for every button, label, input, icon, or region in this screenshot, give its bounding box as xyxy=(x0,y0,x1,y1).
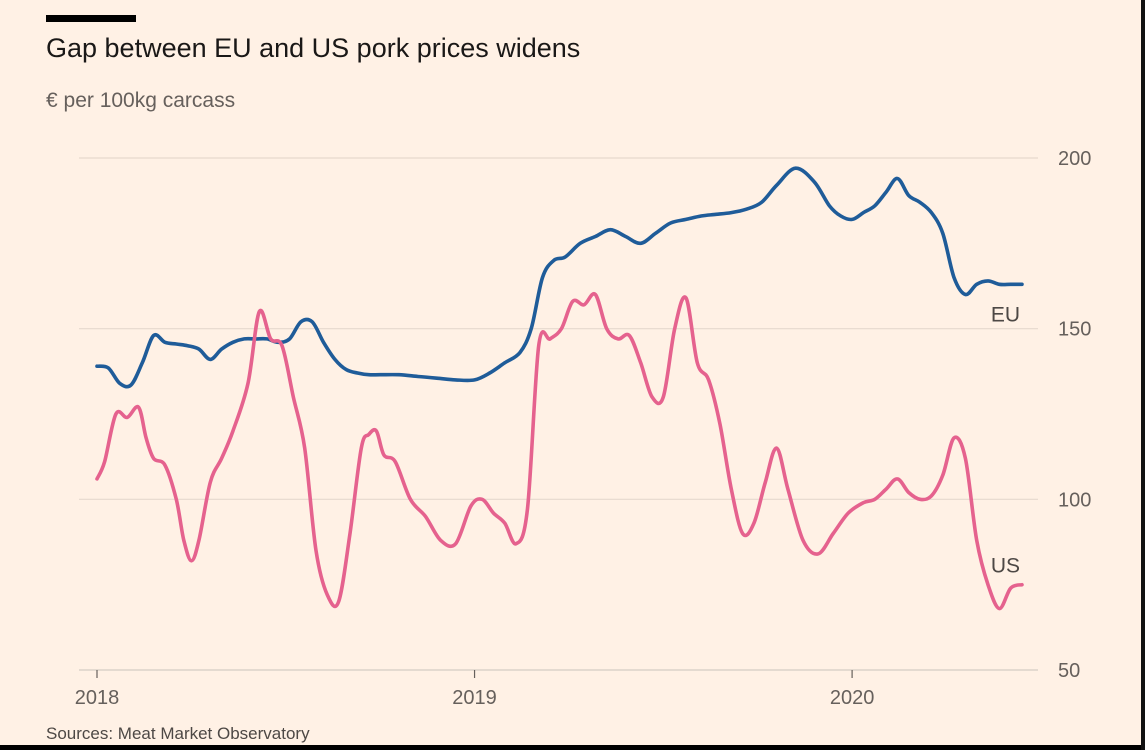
top-accent-rule xyxy=(46,15,136,22)
x-tick-label-2020: 2020 xyxy=(830,687,875,709)
y-tick-label-50: 50 xyxy=(1058,660,1080,682)
series-label-us: US xyxy=(991,555,1020,578)
source-note: Sources: Meat Market Observatory xyxy=(46,724,310,743)
x-tick-label-2018: 2018 xyxy=(75,687,120,709)
series-labels: EU US xyxy=(991,303,1020,577)
right-border xyxy=(1141,0,1145,750)
series-line-us xyxy=(95,291,1024,611)
x-tick-label-2019: 2019 xyxy=(452,687,497,709)
chart-subtitle: € per 100kg carcass xyxy=(46,89,236,112)
y-tick-label-150: 150 xyxy=(1058,319,1091,341)
series-label-eu: EU xyxy=(991,303,1020,326)
bottom-border xyxy=(0,745,1145,750)
y-axis-ticks: 50 100 150 200 xyxy=(1058,148,1091,682)
y-tick-label-100: 100 xyxy=(1058,489,1091,511)
x-axis-ticks: 2018 2019 2020 xyxy=(75,670,875,709)
chart-title: Gap between EU and US pork prices widens xyxy=(46,33,581,63)
y-tick-label-200: 200 xyxy=(1058,148,1091,170)
series-line-eu xyxy=(95,166,1024,389)
series-lines xyxy=(95,166,1024,611)
gridlines xyxy=(79,157,1038,671)
